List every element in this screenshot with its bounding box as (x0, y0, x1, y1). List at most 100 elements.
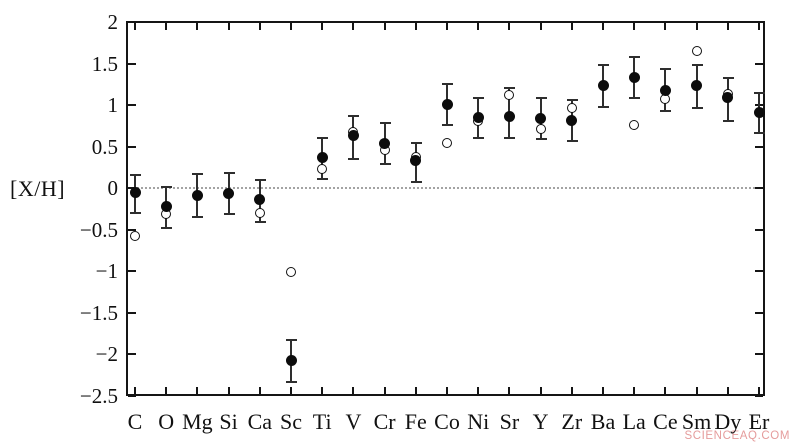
filled-marker-O (160, 201, 172, 212)
x-tick-label-Ti: Ti (312, 409, 332, 434)
error-bar-cap-bottom-Dy (722, 119, 734, 122)
x-tick-mark-bottom (508, 387, 511, 394)
error-bar-cap-top-Y (535, 97, 547, 100)
x-tick-label-C: C (127, 409, 143, 434)
filled-marker-Sc (285, 354, 297, 366)
y-tick-label: −0.5 (79, 217, 118, 242)
y-tick-label: 0.5 (91, 134, 118, 159)
filled-marker-C (129, 186, 141, 198)
error-bar-cap-bottom-Ca (254, 221, 266, 224)
error-bar-cap-top-C (130, 173, 141, 176)
open-marker-Zr (566, 103, 577, 114)
y-tick-mark-left (128, 311, 136, 314)
x-tick-label-Ni: Ni (467, 409, 490, 434)
error-bar-cap-bottom-O (161, 227, 173, 230)
y-tick-mark-right (755, 270, 763, 273)
filled-marker-Sr (503, 111, 515, 123)
y-tick-mark-right (755, 311, 763, 314)
x-tick-mark-top (227, 23, 230, 30)
error-bar-cap-bottom-Sr (504, 137, 516, 140)
x-tick-mark-bottom (695, 387, 698, 394)
open-marker-Sc (286, 267, 296, 278)
error-bar-cap-bottom-Y (535, 138, 547, 141)
x-tick-label-Cr: Cr (373, 409, 396, 434)
y-tick-label: −2.5 (79, 384, 118, 408)
filled-marker-Ca (254, 193, 266, 205)
y-tick-mark-left (128, 62, 136, 65)
error-bar-cap-top-Ca (254, 178, 266, 181)
y-axis-title: [X/H] (10, 176, 66, 201)
x-tick-mark-top (539, 23, 542, 30)
x-tick-mark-bottom (570, 387, 573, 394)
error-bar-cap-top-Ni (473, 97, 485, 100)
error-bar-cap-bottom-La (629, 97, 641, 100)
error-bar-cap-bottom-Sm (691, 107, 703, 110)
x-tick-mark-top (602, 23, 604, 30)
filled-marker-Si (223, 187, 235, 199)
x-tick-mark-top (758, 23, 760, 30)
x-tick-mark-bottom (290, 387, 292, 394)
y-tick-mark-left (128, 21, 136, 23)
x-tick-mark-top (508, 23, 511, 30)
error-bar-cap-bottom-V (348, 158, 360, 161)
error-bar-cap-top-Co (442, 83, 453, 86)
x-tick-label-Sc: Sc (280, 409, 302, 434)
y-tick-label: 1 (107, 93, 119, 118)
x-tick-mark-bottom (383, 387, 386, 394)
error-bar-cap-top-Sr (504, 87, 516, 90)
x-tick-mark-top (414, 23, 417, 30)
x-tick-mark-bottom (477, 387, 480, 394)
x-tick-mark-top (258, 23, 261, 30)
x-tick-mark-top (695, 23, 698, 30)
x-tick-mark-top (477, 23, 480, 30)
x-tick-mark-top (446, 23, 448, 30)
filled-marker-Ti (316, 151, 328, 163)
filled-marker-Mg (191, 190, 203, 202)
error-bar-cap-top-Ba (598, 64, 609, 67)
error-bar-cap-top-O (161, 186, 173, 189)
y-tick-label: −1 (95, 259, 118, 284)
x-tick-mark-bottom (352, 387, 355, 394)
x-tick-mark-top (383, 23, 386, 30)
x-tick-label-Ce: Ce (653, 409, 678, 434)
error-bar-cap-top-Zr (566, 99, 578, 102)
filled-marker-Y (535, 112, 547, 124)
x-tick-label-Si: Si (219, 409, 238, 434)
open-marker-C (130, 231, 140, 242)
x-tick-mark-bottom (134, 387, 136, 394)
y-tick-mark-left (128, 270, 136, 273)
x-tick-label-Y: Y (532, 409, 549, 434)
x-tick-label-Ba: Ba (590, 409, 616, 434)
filled-marker-Ce (659, 85, 671, 97)
x-tick-label-V: V (345, 409, 362, 434)
filled-marker-Fe (410, 155, 422, 167)
error-bar-cap-top-V (348, 114, 360, 117)
x-tick-label-La: La (622, 409, 646, 434)
x-tick-mark-top (352, 23, 355, 30)
x-tick-label-Zr: Zr (561, 409, 583, 434)
error-bar-cap-bottom-Er (754, 132, 765, 135)
filled-marker-Er (753, 107, 765, 119)
error-bar-cap-top-Si (223, 172, 235, 175)
error-bar-cap-bottom-C (130, 212, 141, 215)
y-tick-mark-right (755, 228, 763, 231)
y-tick-label: −1.5 (79, 300, 118, 325)
x-tick-mark-bottom (446, 387, 448, 394)
y-tick-mark-right (755, 187, 763, 190)
filled-marker-V (347, 130, 359, 142)
x-tick-mark-bottom (664, 387, 667, 394)
y-tick-mark-left (128, 353, 136, 356)
x-tick-label-Mg: Mg (182, 409, 213, 434)
open-marker-Y (535, 124, 546, 135)
y-tick-mark-left (128, 104, 136, 107)
x-tick-mark-bottom (258, 387, 261, 394)
error-bar-cap-bottom-Mg (192, 216, 204, 219)
open-marker-Ca (254, 208, 265, 219)
error-bar-cap-bottom-Si (223, 212, 235, 215)
error-bar-cap-bottom-Ce (660, 109, 672, 112)
open-marker-Sm (691, 46, 702, 57)
y-tick-label: −2 (95, 342, 118, 367)
filled-marker-Ni (472, 112, 484, 124)
open-marker-Sr (504, 90, 515, 101)
open-marker-Ti (317, 164, 328, 175)
